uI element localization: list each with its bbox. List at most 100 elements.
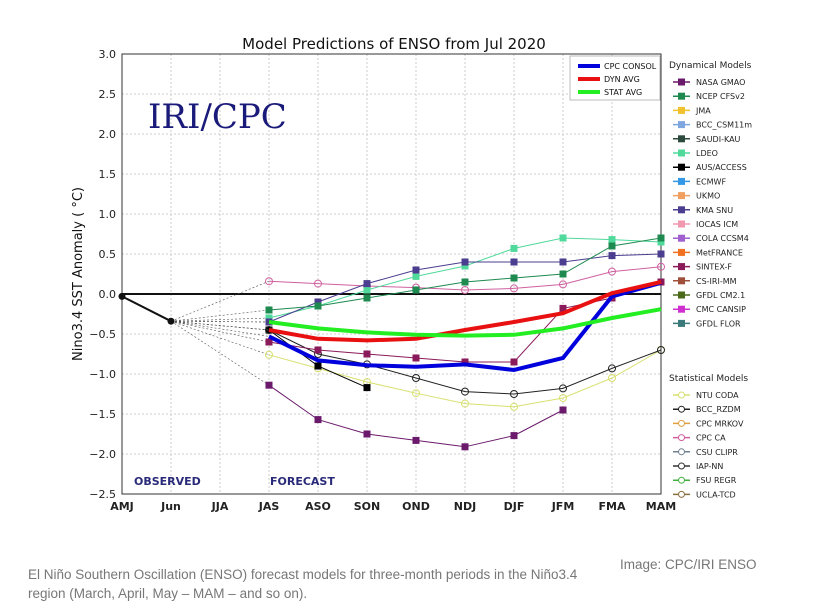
legend-marker [678, 121, 685, 129]
data-point [608, 267, 616, 276]
y-tick-label: −0.5 [89, 328, 116, 341]
data-point [657, 262, 665, 271]
observed-label: OBSERVED [134, 475, 201, 488]
legend-label: FSU REGR [696, 476, 737, 485]
y-tick-label: −1.5 [89, 408, 116, 421]
data-point [608, 364, 616, 373]
legend-marker [678, 248, 685, 256]
legend-label: UCLA-TCD [696, 490, 736, 499]
data-point [559, 234, 567, 242]
data-point [461, 399, 469, 408]
data-point [461, 387, 469, 396]
data-point [314, 302, 322, 310]
y-tick-label: 1.5 [99, 168, 117, 181]
y-tick-label: −2.0 [89, 448, 116, 461]
data-point [559, 270, 567, 278]
legend-marker [678, 405, 685, 413]
data-point [314, 298, 322, 306]
forecast-fan-line [170, 320, 270, 323]
observed-point [167, 317, 175, 325]
x-tick-label: DJF [504, 500, 525, 513]
legend-marker [678, 135, 685, 143]
data-point [657, 238, 665, 246]
data-point [510, 390, 518, 398]
data-point [363, 430, 371, 438]
legend-marker [678, 419, 685, 427]
x-tick-label: OND [402, 500, 430, 513]
data-point [510, 402, 518, 411]
legend-label: GFDL FLOR [696, 319, 741, 328]
data-point [363, 294, 371, 302]
forecast-fan-line [170, 309, 270, 322]
data-point [559, 280, 567, 289]
forecast-fan-line [170, 320, 270, 343]
x-tick-label: JFM [551, 500, 575, 513]
y-tick-label: −2.5 [89, 488, 116, 501]
legend-marker [678, 434, 685, 442]
data-point [461, 262, 469, 270]
x-tick-label: ASO [305, 500, 331, 513]
legend-marker [678, 220, 685, 228]
data-point [363, 280, 371, 288]
x-tick-label: AMJ [110, 500, 134, 513]
legend-label: NASA GMAO [696, 78, 745, 87]
y-tick-label: −1.0 [89, 368, 116, 381]
consensus-series-line [268, 280, 662, 373]
x-tick-label: SON [354, 500, 380, 513]
model-series-line [268, 329, 662, 395]
forecast-label: FORECAST [270, 475, 335, 488]
data-point [363, 350, 371, 358]
legend-label: IOCAS ICM [696, 220, 738, 229]
legend-label: CS-IRI-MM [696, 277, 737, 286]
legend-label: MetFRANCE [696, 248, 743, 257]
data-point [412, 272, 420, 280]
legend-label: BCC_CSM11m [696, 121, 752, 130]
legend-marker [678, 305, 685, 313]
data-point [608, 252, 616, 260]
x-tick-label: FMA [599, 500, 626, 513]
data-point [412, 286, 420, 294]
data-point [314, 346, 322, 354]
legend-marker [678, 291, 685, 299]
legend-title: Dynamical Models [669, 61, 752, 71]
forecast-fan-line [170, 320, 270, 356]
data-point [265, 306, 273, 314]
x-tick-label: Jun [160, 500, 181, 513]
data-point [510, 244, 518, 252]
data-point [608, 374, 616, 382]
forecast-fan-line [170, 320, 270, 386]
legend-marker [678, 106, 685, 114]
legend-marker [678, 234, 685, 242]
data-point [265, 381, 273, 389]
legend-label: CPC CONSOL [604, 62, 657, 71]
observed-point [118, 292, 126, 300]
legend-label: JMA [695, 106, 711, 115]
legend-marker [678, 490, 685, 498]
legend-label: CPC MRKOV [696, 419, 744, 428]
data-point [314, 362, 322, 370]
data-point [559, 394, 567, 402]
data-point [559, 304, 567, 312]
legend-label: CPC CA [696, 434, 726, 443]
data-point [608, 236, 616, 244]
legend-marker [678, 319, 685, 327]
legend-label: SINTEX-F [696, 263, 732, 272]
legend-marker [678, 149, 685, 157]
legend-marker [678, 206, 685, 214]
y-tick-label: 3.0 [99, 48, 117, 61]
data-point [314, 416, 322, 424]
observed-line [121, 295, 172, 323]
forecast-fan-line [170, 317, 270, 322]
legend-marker [678, 177, 685, 185]
forecast-fan-line [170, 320, 270, 331]
data-point [412, 389, 420, 398]
legend-label: UKMO [696, 192, 720, 201]
data-point [657, 250, 665, 258]
legend-marker [678, 391, 685, 399]
legend-label: DYN AVG [604, 75, 640, 84]
legend-label: ECMWF [696, 177, 726, 186]
y-tick-label: 0.0 [99, 288, 117, 301]
data-point [363, 286, 371, 294]
legend-label: BCC_RZDM [696, 405, 741, 414]
enso-chart: AMJ Jun JJA JAS ASO SON OND NDJ DJF JFM FMA MAM 3.0 2… [71, 35, 752, 513]
